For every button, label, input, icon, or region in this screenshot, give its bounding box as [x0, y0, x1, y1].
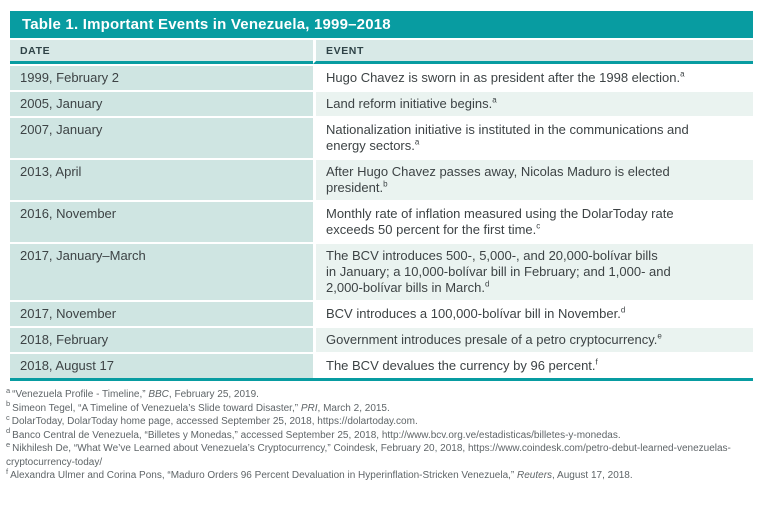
table-row: 2013, April After Hugo Chavez passes awa…	[10, 158, 753, 200]
footnote-reference: d	[484, 279, 490, 289]
footnote-text: Nikhilesh De, “What We’ve Learned about …	[6, 443, 731, 468]
table-row: 2016, November Monthly rate of inflation…	[10, 200, 753, 242]
event-text: The BCV introduces 500-, 5,000-, and 20,…	[326, 248, 671, 295]
table-title: Table 1. Important Events in Venezuela, …	[10, 11, 753, 38]
event-cell: BCV introduces a 100,000-bolívar bill in…	[313, 300, 753, 326]
event-cell: The BCV introduces 500-, 5,000-, and 20,…	[313, 242, 753, 300]
footnote-marker: c	[6, 412, 10, 422]
event-cell: After Hugo Chavez passes away, Nicolas M…	[313, 158, 753, 200]
date-cell: 2017, November	[10, 300, 313, 326]
date-text: 2018, February	[20, 332, 109, 347]
table-row: 1999, February 2 Hugo Chavez is sworn in…	[10, 64, 753, 90]
date-cell: 1999, February 2	[10, 64, 313, 90]
date-text: 2005, January	[20, 96, 103, 111]
table-row: 2018, August 17 The BCV devalues the cur…	[10, 352, 753, 378]
table-row: 2018, February Government introduces pre…	[10, 326, 753, 352]
table-header-row: DATE EVENT	[10, 40, 753, 64]
footnotes: a “Venezuela Profile - Timeline,” BBC, Fe…	[6, 385, 758, 483]
events-table: Table 1. Important Events in Venezuela, …	[10, 11, 753, 381]
column-header-date: DATE	[10, 40, 313, 64]
footnote-item: e Nikhilesh De, “What We’ve Learned about…	[6, 439, 758, 469]
footnote-item: f Alexandra Ulmer and Corina Pons, “Madur…	[6, 466, 758, 483]
footnote-reference: a	[414, 137, 420, 147]
footnote-marker: d	[6, 426, 11, 436]
table-body: 1999, February 2 Hugo Chavez is sworn in…	[10, 64, 753, 378]
footnote-text: “Venezuela Profile - Timeline,” BBC, Feb…	[12, 389, 259, 400]
date-text: 2017, January–March	[20, 248, 146, 263]
event-cell: Government introduces presale of a petro…	[313, 326, 753, 352]
date-cell: 2007, January	[10, 116, 313, 158]
event-text: BCV introduces a 100,000-bolívar bill in…	[326, 306, 621, 321]
footnote-marker: f	[6, 466, 9, 476]
footnote-reference: f	[595, 357, 598, 367]
footnote-item: a “Venezuela Profile - Timeline,” BBC, Fe…	[6, 385, 758, 402]
footnote-marker: b	[6, 399, 11, 409]
footnote-text: Banco Central de Venezuela, “Billetes y …	[12, 429, 621, 441]
event-text: The BCV devalues the currency by 96 perc…	[326, 358, 596, 373]
event-text: Government introduces presale of a petro…	[326, 332, 658, 347]
date-text: 2016, November	[20, 206, 117, 221]
date-text: 2007, January	[20, 122, 103, 137]
event-text: After Hugo Chavez passes away, Nicolas M…	[326, 164, 670, 195]
date-text: 2013, April	[20, 164, 82, 179]
event-text: Monthly rate of inflation measured using…	[326, 206, 674, 237]
footnote-reference: e	[657, 331, 662, 341]
footnote-text: Alexandra Ulmer and Corina Pons, “Maduro…	[10, 470, 633, 481]
footnote-reference: a	[492, 95, 497, 105]
footnote-marker: e	[6, 439, 11, 449]
event-cell: The BCV devalues the currency by 96 perc…	[313, 352, 753, 378]
table-row: 2017, November BCV introduces a 100,000-…	[10, 300, 753, 326]
date-cell: 2018, February	[10, 326, 313, 352]
footnote-item: d Banco Central de Venezuela, “Billetes y…	[6, 426, 758, 443]
event-cell: Hugo Chavez is sworn in as president aft…	[313, 64, 753, 90]
event-cell: Nationalization initiative is instituted…	[313, 116, 753, 158]
column-header-event: EVENT	[313, 40, 753, 64]
event-text: Land reform initiative begins.	[326, 96, 493, 111]
event-text: Nationalization initiative is instituted…	[326, 122, 689, 153]
date-cell: 2017, January–March	[10, 242, 313, 300]
footnote-reference: d	[620, 305, 626, 315]
event-cell: Monthly rate of inflation measured using…	[313, 200, 753, 242]
table-row: 2005, January Land reform initiative beg…	[10, 90, 753, 116]
footnote-item: b Simeon Tegel, “A Timeline of Venezuela’…	[6, 399, 758, 416]
footnote-reference: a	[680, 69, 685, 79]
date-cell: 2018, August 17	[10, 352, 313, 378]
table-row: 2007, January Nationalization initiative…	[10, 116, 753, 158]
date-cell: 2005, January	[10, 90, 313, 116]
footnote-text: DolarToday, DolarToday home page, access…	[11, 416, 418, 427]
footnote-item: c DolarToday, DolarToday home page, acces…	[6, 412, 758, 429]
date-text: 2018, August 17	[20, 358, 114, 373]
date-text: 2017, November	[20, 306, 117, 321]
date-cell: 2016, November	[10, 200, 313, 242]
footnote-marker: a	[6, 385, 11, 395]
event-cell: Land reform initiative begins.a	[313, 90, 753, 116]
date-text: 1999, February 2	[20, 70, 120, 85]
table-row: 2017, January–March The BCV introduces 5…	[10, 242, 753, 300]
footnote-reference: b	[383, 179, 388, 189]
footnote-text: Simeon Tegel, “A Timeline of Venezuela’s…	[12, 402, 390, 414]
footnote-reference: c	[536, 221, 541, 231]
events-table-grid: DATE EVENT 1999, February 2 Hugo Chavez …	[10, 40, 753, 381]
date-cell: 2013, April	[10, 158, 313, 200]
event-text: Hugo Chavez is sworn in as president aft…	[326, 70, 681, 85]
